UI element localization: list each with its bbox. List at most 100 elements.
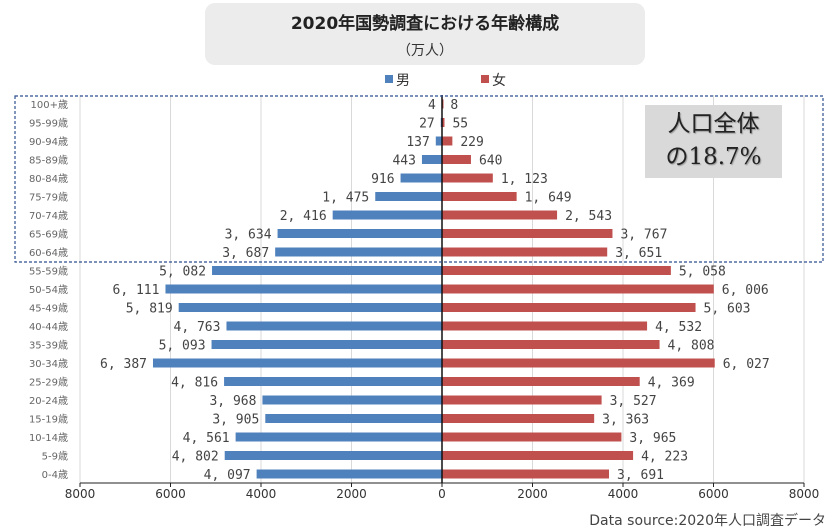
data-label-male: 6, 111 — [113, 283, 160, 298]
data-label-male: 27 — [419, 117, 435, 132]
bar-female — [442, 321, 648, 331]
title-box: 2020年国勢調査における年齢構成 （万人） — [205, 3, 645, 65]
x-tick-label: 8000 — [789, 487, 820, 501]
bar-male — [400, 173, 442, 183]
data-label-female: 3, 767 — [620, 228, 667, 243]
data-label-female: 6, 027 — [723, 357, 770, 372]
bar-male — [235, 432, 442, 442]
data-label-female: 3, 527 — [610, 394, 657, 409]
data-label-female: 4, 369 — [648, 376, 695, 391]
bar-male — [375, 192, 442, 201]
bar-male — [178, 303, 442, 312]
category-label: 20-24歳 — [29, 395, 68, 407]
data-label-male: 5, 082 — [159, 265, 206, 280]
bar-male — [275, 247, 442, 257]
bar-female — [442, 173, 493, 183]
data-label-male: 4 — [428, 98, 436, 113]
data-label-female: 3, 691 — [617, 468, 664, 483]
bar-female — [442, 303, 696, 312]
category-label: 25-29歳 — [29, 377, 68, 389]
category-label: 85-89歳 — [29, 155, 68, 167]
data-label-male: 6, 387 — [100, 357, 147, 372]
category-label: 10-14歳 — [29, 432, 68, 444]
data-label-male: 5, 819 — [126, 302, 173, 317]
category-label: 75-79歳 — [29, 192, 68, 204]
category-label: 55-59歳 — [29, 266, 68, 278]
bar-female — [442, 340, 660, 349]
legend-swatch-male — [385, 75, 393, 83]
bar-male — [277, 229, 442, 238]
x-tick-label: 0 — [438, 487, 446, 501]
annotation-line-2: の18.7% — [665, 144, 762, 170]
x-tick-label: 4000 — [608, 487, 639, 501]
legend-swatch-female — [481, 75, 489, 83]
bar-female — [442, 136, 453, 146]
bar-female — [442, 266, 671, 275]
category-label: 40-44歳 — [29, 321, 68, 333]
data-label-male: 443 — [392, 154, 415, 169]
data-label-female: 4, 808 — [668, 339, 715, 354]
category-label: 5-9歳 — [42, 451, 68, 463]
bar-male — [165, 284, 443, 294]
data-label-male: 2, 416 — [280, 209, 327, 224]
data-label-male: 4, 763 — [174, 320, 221, 335]
data-label-female: 6, 006 — [722, 283, 769, 298]
legend-label-female: 女 — [492, 72, 506, 89]
category-label: 65-69歳 — [29, 229, 68, 241]
data-label-female: 5, 058 — [679, 265, 726, 280]
category-label: 60-64歳 — [29, 247, 68, 259]
bar-male — [265, 414, 442, 423]
x-tick-label: 4000 — [246, 487, 277, 501]
category-label: 30-34歳 — [29, 358, 68, 370]
data-label-female: 4, 532 — [655, 320, 702, 335]
category-label: 15-19歳 — [29, 414, 68, 426]
x-tick-label: 6000 — [698, 487, 729, 501]
bar-male — [224, 451, 442, 460]
highlight-dashed-box — [14, 95, 824, 263]
category-label: 35-39歳 — [29, 340, 68, 352]
data-label-female: 5, 603 — [704, 302, 751, 317]
bar-female — [442, 155, 471, 164]
data-label-male: 4, 802 — [172, 450, 219, 465]
bar-male — [224, 377, 442, 386]
legend-label-male: 男 — [396, 73, 410, 89]
data-label-female: 2, 543 — [565, 209, 612, 224]
bar-male — [262, 395, 442, 405]
bar-female — [442, 358, 715, 368]
data-label-male: 3, 905 — [212, 413, 259, 428]
x-tick-label: 8000 — [65, 487, 96, 501]
bar-male — [211, 340, 442, 349]
bar-female — [442, 432, 622, 442]
category-label: 90-94歳 — [29, 136, 68, 148]
data-label-male: 137 — [406, 135, 429, 150]
annotation-line-1: 人口全体 — [667, 111, 760, 137]
data-label-female: 3, 965 — [629, 431, 676, 446]
bar-female — [442, 247, 608, 257]
highlight-annotation: 人口全体 の18.7% — [645, 105, 782, 178]
bar-female — [442, 210, 558, 220]
data-label-female: 1, 123 — [501, 172, 548, 187]
data-label-male: 1, 475 — [322, 191, 369, 206]
chart-subtitle: （万人） — [397, 43, 453, 59]
category-label: 100+歳 — [31, 99, 68, 111]
data-label-female: 3, 363 — [602, 413, 649, 428]
category-label: 50-54歳 — [29, 284, 68, 296]
bar-male — [226, 321, 442, 331]
data-label-male: 3, 687 — [222, 246, 269, 261]
data-label-male: 3, 634 — [225, 228, 272, 243]
data-label-female: 55 — [452, 117, 468, 132]
category-label: 95-99歳 — [29, 118, 68, 130]
data-label-male: 4, 561 — [183, 431, 230, 446]
bar-female — [442, 469, 610, 479]
bar-male — [421, 155, 442, 164]
bar-male — [256, 469, 442, 479]
category-label: 80-84歳 — [29, 173, 68, 185]
bar-female — [442, 377, 640, 386]
x-tick-label: 2000 — [336, 487, 367, 501]
data-label-male: 916 — [371, 172, 394, 187]
x-tick-label: 2000 — [517, 487, 548, 501]
data-source: Data source:2020年人口調査データ — [589, 513, 826, 529]
category-label: 70-74歳 — [29, 210, 68, 222]
data-label-male: 3, 968 — [209, 394, 256, 409]
bar-male — [152, 358, 442, 368]
